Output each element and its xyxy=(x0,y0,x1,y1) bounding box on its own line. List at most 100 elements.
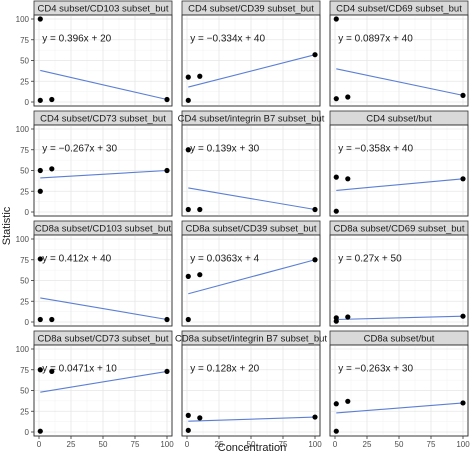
data-point xyxy=(197,206,203,213)
facet-strip-title: CD4 subset/CD69 subset_but xyxy=(336,4,462,15)
facet-border xyxy=(329,14,469,107)
facet-panel: CD4 subset/CD103 subset_but 0 25 50 75 100 y =… xyxy=(16,0,173,107)
y-tick-label: 75 xyxy=(20,36,29,45)
y-tick-label: 100 xyxy=(16,125,30,134)
data-point xyxy=(185,273,191,279)
data-point xyxy=(460,92,466,98)
data-point xyxy=(345,398,351,404)
regression-line xyxy=(188,187,316,211)
data-point xyxy=(37,188,43,194)
facet-panel: CD8a subset/CD73 subset_but 0 25 50 75 100 0 25… xyxy=(16,330,174,449)
facet-border xyxy=(181,234,321,327)
facet-strip-title: CD4 subset/CD39 subset_but xyxy=(188,4,314,15)
data-point xyxy=(345,314,351,320)
data-point xyxy=(37,428,43,434)
x-tick-label: 0 xyxy=(185,440,190,449)
x-tick-label: 25 xyxy=(67,440,76,449)
data-point xyxy=(312,52,318,58)
y-axis-title: Statistic xyxy=(1,206,13,245)
panels-layer: CD4 subset/CD103 subset_but 0 25 50 75 100 y =… xyxy=(16,0,470,449)
y-tick-label: 50 xyxy=(20,57,29,66)
data-point xyxy=(197,272,203,278)
y-tick-label: 0 xyxy=(25,428,30,437)
data-point xyxy=(185,74,191,80)
facet-strip-title: CD8a subset/CD39 subset_but xyxy=(186,224,317,235)
y-tick-label: 25 xyxy=(20,407,29,416)
data-point xyxy=(37,256,43,262)
data-point xyxy=(460,400,466,406)
y-tick-label: 0 xyxy=(25,98,30,107)
data-point xyxy=(333,318,339,324)
facet-panel: CD8a subset/but 0 25 50 75 100 y = −0.263x + 3… xyxy=(329,330,470,449)
y-tick-label: 25 xyxy=(20,187,29,196)
regression-line xyxy=(336,315,464,321)
data-point xyxy=(185,97,191,103)
x-axis-title: Concentration xyxy=(218,442,287,454)
facet-strip-title: CD4 subset/but xyxy=(366,114,432,125)
facet-strip-title: CD4 subset/CD103 subset_but xyxy=(38,4,169,15)
y-tick-label: 0 xyxy=(25,318,30,327)
facet-panel: CD8a subset/CD103 subset_but 0 25 50 75 100 y … xyxy=(16,220,173,327)
data-point xyxy=(345,176,351,182)
regression-line xyxy=(40,370,168,393)
facet-strip-title: CD4 subset/CD73 subset_but xyxy=(40,114,166,125)
data-point xyxy=(37,97,43,103)
data-point xyxy=(49,368,55,375)
data-point xyxy=(312,206,318,213)
y-tick-label: 100 xyxy=(16,345,30,354)
x-tick-label: 75 xyxy=(279,440,288,449)
regression-equation: y = 0.128x + 20 xyxy=(190,363,259,374)
facet-border xyxy=(329,234,469,327)
regression-equation: y = −0.334x + 40 xyxy=(190,33,265,44)
x-tick-label: 50 xyxy=(395,440,404,449)
data-point xyxy=(333,96,339,102)
data-point xyxy=(312,257,318,263)
data-point xyxy=(333,16,339,22)
regression-equation: y = 0.0471x + 10 xyxy=(42,363,117,374)
data-point xyxy=(333,401,339,407)
x-tick-label: 100 xyxy=(160,440,174,449)
data-point xyxy=(333,208,339,214)
y-tick-label: 75 xyxy=(20,146,29,155)
facet-strip-title: CD8a subset/integrin B7 subset_but xyxy=(175,334,327,345)
data-point xyxy=(37,16,43,22)
facet-border xyxy=(181,124,321,217)
facet-border xyxy=(329,124,469,217)
facet-strip-title: CD8a subset/CD69 subset_but xyxy=(334,224,465,235)
data-point xyxy=(460,313,466,319)
regression-equation: y = 0.0363x + 4 xyxy=(190,253,259,264)
x-tick-label: 50 xyxy=(99,440,108,449)
data-point xyxy=(312,414,318,420)
y-tick-label: 75 xyxy=(20,366,29,375)
data-point xyxy=(345,94,351,100)
data-point xyxy=(185,316,191,323)
data-point xyxy=(197,73,203,79)
regression-line xyxy=(336,402,464,414)
regression-line xyxy=(188,54,316,88)
data-point xyxy=(185,147,191,153)
data-point xyxy=(49,316,55,323)
data-point xyxy=(185,206,191,213)
regression-line xyxy=(40,169,168,179)
regression-line xyxy=(188,416,316,422)
x-tick-label: 100 xyxy=(456,440,470,449)
regression-equation: y = −0.267x + 30 xyxy=(42,143,117,154)
y-tick-label: 100 xyxy=(16,235,30,244)
x-tick-label: 100 xyxy=(308,440,322,449)
data-point xyxy=(49,96,55,103)
regression-equation: y = 0.27x + 50 xyxy=(338,253,402,264)
x-tick-label: 0 xyxy=(37,440,42,449)
data-point xyxy=(460,176,466,182)
regression-equation: y = −0.358x + 40 xyxy=(338,143,413,154)
data-point xyxy=(164,167,170,174)
data-point xyxy=(37,316,43,323)
facet-panel: CD4 subset/but y = −0.358x + 40 xyxy=(329,110,469,217)
x-tick-label: 75 xyxy=(427,440,436,449)
regression-line xyxy=(336,68,464,96)
x-tick-label: 75 xyxy=(131,440,140,449)
y-tick-label: 50 xyxy=(20,167,29,176)
